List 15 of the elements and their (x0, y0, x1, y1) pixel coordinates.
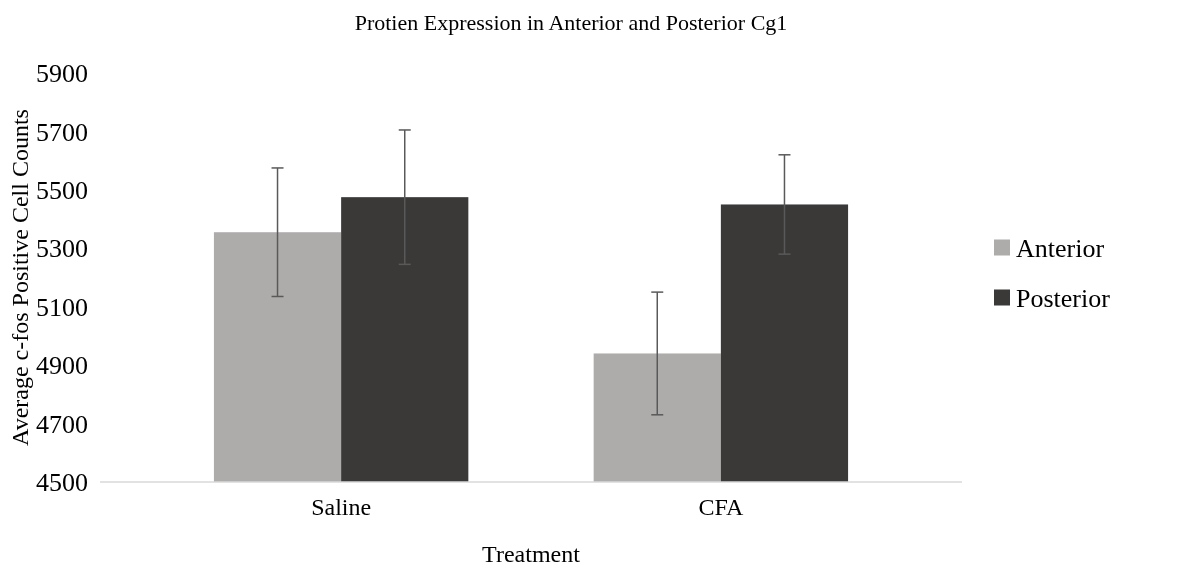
x-tick-label: Saline (311, 494, 372, 520)
x-tick-label: CFA (698, 494, 744, 520)
y-tick-label: 5300 (36, 234, 88, 264)
y-tick-label: 5100 (36, 292, 88, 322)
y-axis-title: Average c-fos Positive Cell Counts (7, 109, 33, 446)
y-tick-label: 5700 (36, 117, 88, 147)
y-tick-label: 4500 (36, 468, 88, 498)
y-tick-label: 5500 (36, 175, 88, 205)
y-tick-label: 4900 (36, 351, 88, 381)
legend-label: Posterior (1016, 283, 1111, 313)
x-axis-title: Treatment (482, 541, 581, 567)
y-tick-label: 5900 (36, 59, 88, 89)
chart-title: Protien Expression in Anterior and Posterior Cg1 (354, 10, 788, 35)
legend-label: Anterior (1016, 233, 1105, 263)
y-tick-label: 4700 (36, 409, 88, 439)
